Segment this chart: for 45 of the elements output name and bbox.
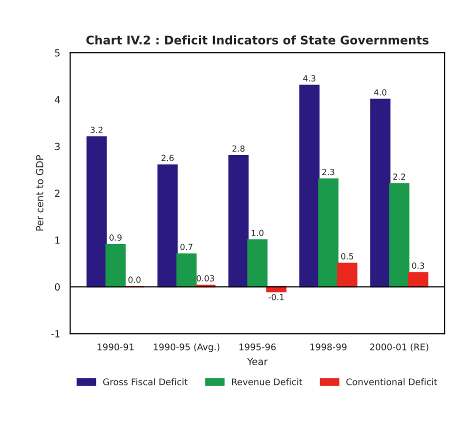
- data-label: 0.7: [180, 244, 192, 250]
- data-label: 0.5: [341, 253, 354, 260]
- x-tick-label: 1990-95 (Avg.): [154, 343, 220, 352]
- y-tick-label: 5: [55, 49, 60, 57]
- x-tick-label: 1990-91: [98, 344, 134, 350]
- data-label: 2.6: [162, 154, 174, 162]
- chart-title: Chart IV.2 : Deficit Indicators of State Governments: [86, 35, 429, 45]
- data-label: 4.3: [303, 75, 316, 82]
- data-label: 2.3: [322, 168, 334, 176]
- data-label: 2.2: [393, 174, 406, 180]
- data-label: 2.8: [232, 145, 245, 152]
- y-tick-label: -1: [51, 330, 60, 338]
- data-label: 0.03: [196, 275, 214, 282]
- legend-label: Revenue Deficit: [232, 378, 302, 386]
- bar: [337, 262, 358, 288]
- bar: [299, 84, 320, 288]
- bar: [86, 136, 107, 288]
- bar: [408, 272, 428, 288]
- y-tick-label: 2: [55, 190, 60, 197]
- x-tick-label: 2000-01 (RE): [370, 343, 428, 352]
- bar: [157, 164, 178, 288]
- bar: [370, 98, 390, 288]
- data-label: 1.0: [252, 230, 264, 236]
- y-tick-label: 1: [55, 236, 60, 244]
- bar: [228, 155, 249, 288]
- y-tick-label: 0: [54, 283, 60, 291]
- data-label: 4.0: [374, 89, 386, 96]
- data-label: 0.0: [128, 276, 141, 283]
- y-tick-label: 3: [55, 142, 60, 150]
- data-label: 0.3: [412, 262, 424, 269]
- data-label: 3.2: [90, 126, 102, 134]
- legend-label: Gross Fiscal Deficit: [103, 378, 188, 386]
- bar: [176, 253, 197, 288]
- data-label: -0.1: [268, 294, 284, 300]
- x-axis-title: Year: [247, 358, 268, 366]
- x-tick-label: 1998-99: [310, 344, 347, 350]
- bar: [247, 239, 268, 288]
- legend-label: Conventional Deficit: [346, 378, 438, 386]
- x-tick-label: 1995-96: [240, 344, 276, 350]
- y-axis-title: Per cent to GDP: [36, 155, 44, 231]
- bar: [318, 178, 338, 288]
- data-label: 0.9: [110, 234, 122, 241]
- bar: [389, 183, 410, 288]
- bar: [105, 244, 126, 288]
- y-tick-label: 4: [54, 96, 60, 104]
